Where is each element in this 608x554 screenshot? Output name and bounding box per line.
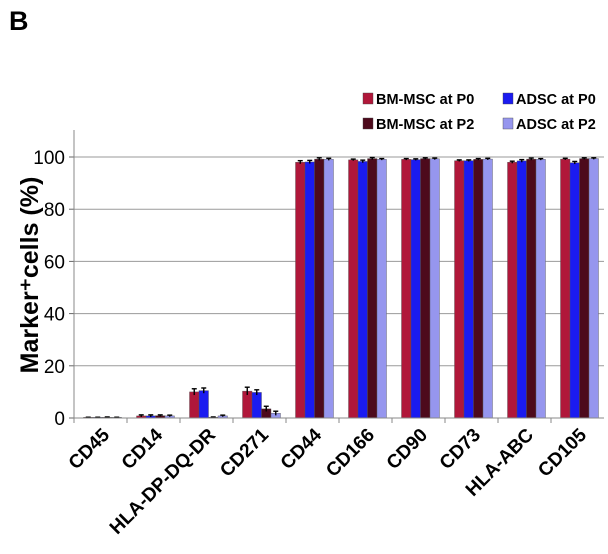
- bar-adsc-at-p2-cd90: [429, 158, 440, 419]
- x-tick-label: CD44: [277, 424, 327, 474]
- bar-bm-msc-at-p2-cd44: [314, 158, 325, 419]
- bar-bm-msc-at-p2-cd73: [473, 159, 484, 419]
- bar-bm-msc-at-p0-cd73: [454, 160, 465, 419]
- bar-adsc-at-p2-hla-abc: [535, 159, 546, 419]
- legend-label: BM-MSC at P2: [376, 117, 474, 133]
- bar-adsc-at-p0-cd166: [357, 161, 368, 419]
- bar-adsc-at-p0-cd105: [569, 162, 580, 419]
- y-tick-labels: 0 20 40 60 80 100: [33, 148, 65, 430]
- error-bars: [85, 156, 597, 418]
- bar-bm-msc-at-p2-cd105: [579, 158, 590, 419]
- x-tick-label: CD90: [383, 425, 432, 474]
- bar-bm-msc-at-p0-cd105: [560, 158, 571, 419]
- bar-adsc-at-p0-cd44: [304, 161, 315, 419]
- x-tick-label: CD45: [65, 424, 115, 474]
- axes: [69, 130, 604, 423]
- legend-label: ADSC at P2: [516, 117, 596, 133]
- bar-bm-msc-at-p0-hla-abc: [507, 162, 518, 419]
- x-tick-label: CD105: [534, 424, 591, 481]
- bar-bm-msc-at-p2-cd90: [420, 158, 431, 419]
- bar-bm-msc-at-p2-cd166: [367, 158, 378, 419]
- y-tick-label: 40: [44, 305, 65, 326]
- bar-bm-msc-at-p2-hla-abc: [526, 158, 537, 419]
- legend-swatch: [502, 117, 514, 130]
- bar-adsc-at-p2-cd105: [588, 158, 599, 419]
- y-axis-label: Marker⁺cells (%): [16, 177, 44, 374]
- x-tick-label: CD166: [322, 425, 379, 482]
- y-tick-label: 20: [44, 357, 65, 378]
- bar-bm-msc-at-p0-cd166: [348, 159, 359, 419]
- bar-adsc-at-p0-hla-dp-dq-dr: [198, 390, 209, 419]
- bar-adsc-at-p0-cd73: [463, 160, 474, 419]
- y-tick-label: 80: [44, 200, 65, 221]
- x-tick-label: CD271: [216, 424, 273, 481]
- legend-swatch: [362, 117, 374, 130]
- bar-adsc-at-p2-cd166: [376, 159, 387, 419]
- bars: [83, 158, 599, 419]
- y-tick-label: 60: [44, 252, 65, 273]
- bar-adsc-at-p2-cd73: [482, 158, 493, 419]
- panel-label: B: [9, 6, 29, 36]
- bar-bm-msc-at-p0-cd90: [401, 159, 412, 419]
- legend-swatch: [502, 92, 514, 105]
- bar-bm-msc-at-p0-hla-dp-dq-dr: [189, 391, 200, 419]
- bar-adsc-at-p2-cd44: [323, 159, 334, 419]
- x-tick-label: CD14: [118, 424, 168, 474]
- y-tick-label: 100: [33, 148, 65, 169]
- legend-label: BM-MSC at P0: [376, 92, 474, 108]
- y-axis-title: Marker⁺cells (%): [16, 177, 44, 374]
- bar-adsc-at-p0-cd90: [410, 159, 421, 419]
- y-tick-label: 0: [54, 409, 65, 430]
- legend-swatch: [362, 92, 374, 105]
- bar-bm-msc-at-p0-cd44: [295, 162, 306, 419]
- bar-bm-msc-at-p0-cd271: [242, 390, 253, 419]
- legend-label: ADSC at P0: [516, 92, 596, 108]
- legend: BM-MSC at P0 ADSC at P0 BM-MSC at P2 ADSC a…: [362, 92, 596, 133]
- x-tick-label: CD73: [436, 425, 485, 474]
- bar-adsc-at-p0-hla-abc: [516, 160, 527, 419]
- bar-adsc-at-p0-cd271: [251, 392, 262, 419]
